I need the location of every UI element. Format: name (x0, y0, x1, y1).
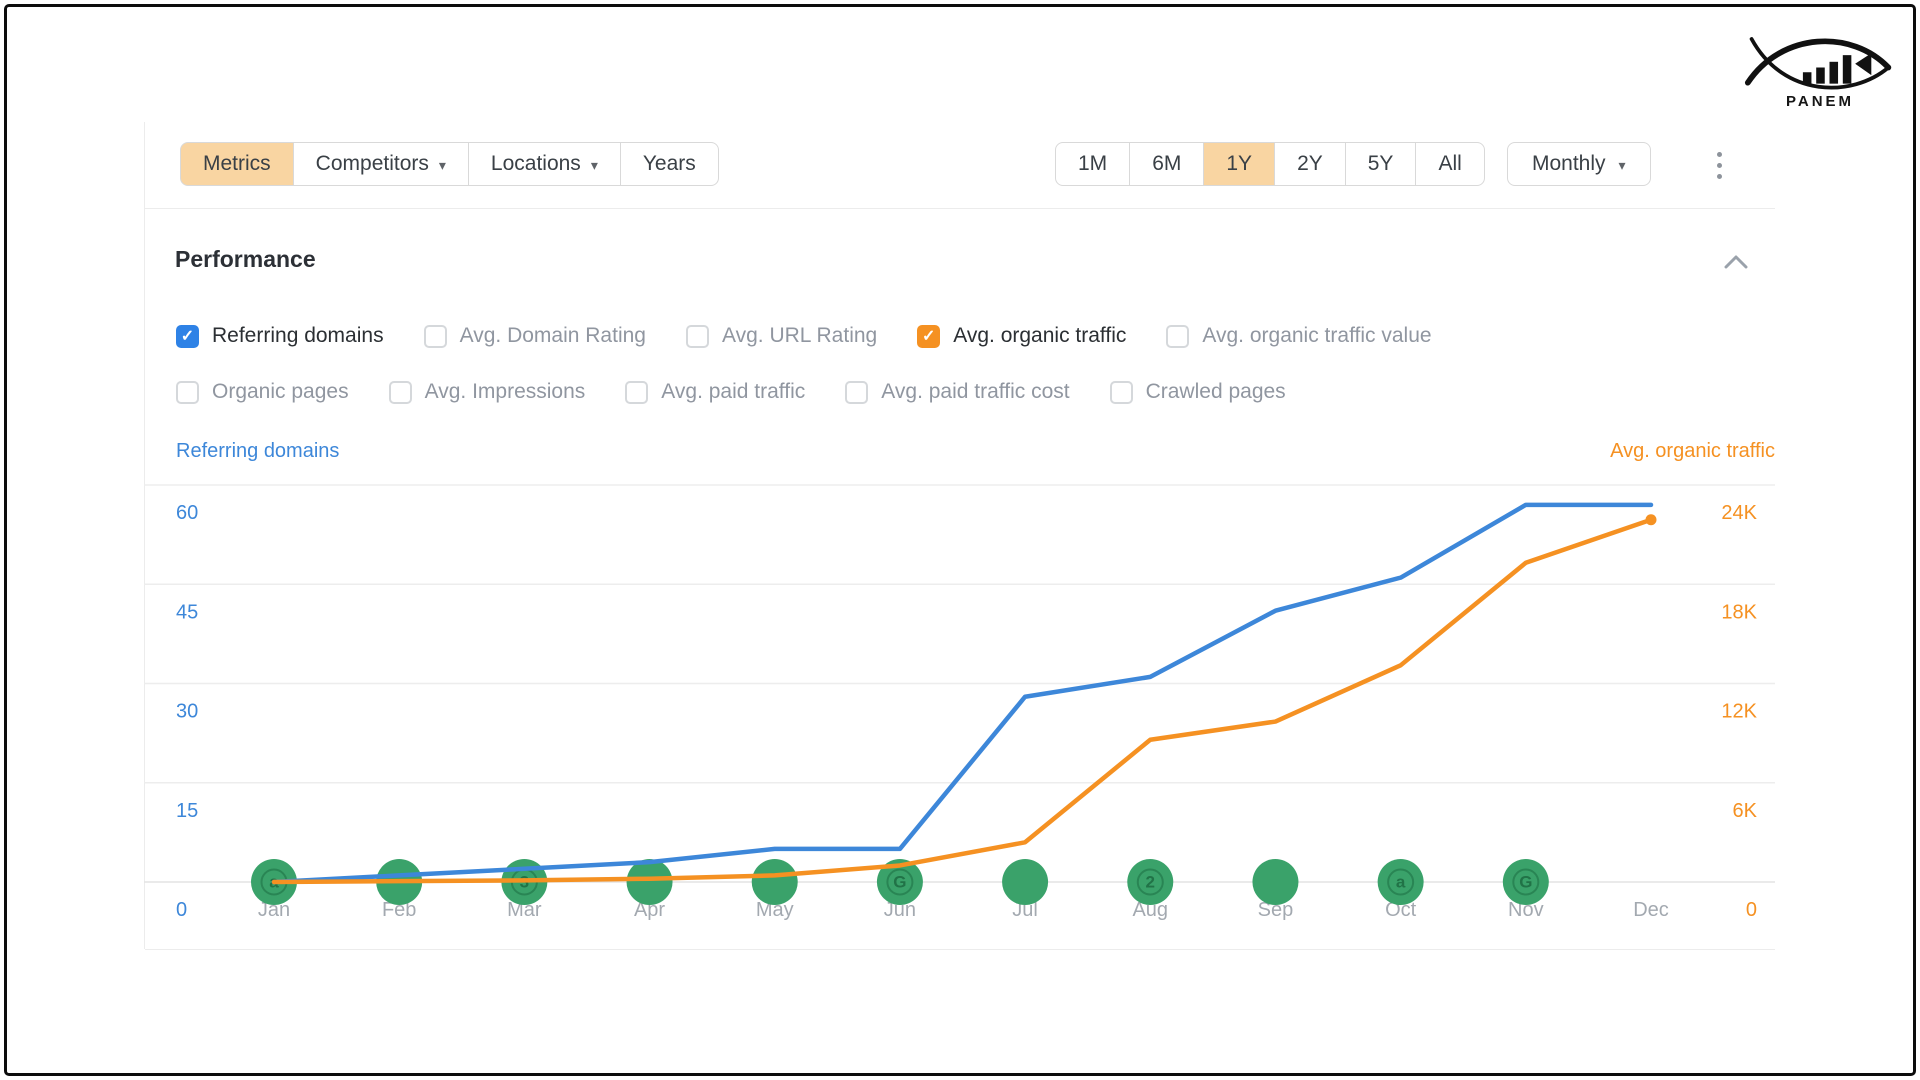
metric-label: Avg. organic traffic value (1202, 324, 1431, 348)
time-range-group: 1M 6M 1Y 2Y 5Y All (1055, 142, 1485, 186)
right-axis-tick: 0 (1746, 899, 1757, 921)
chevron-up-icon (1724, 255, 1748, 269)
right-axis-tick: 18K (1721, 601, 1757, 623)
left-axis-tick: 15 (176, 800, 198, 822)
checkbox[interactable] (389, 381, 412, 404)
series-end-dot (1646, 514, 1657, 525)
metric-toggle-avg-paid-traffic-cost[interactable]: Avg. paid traffic cost (845, 380, 1069, 404)
left-axis-tick: 45 (176, 601, 198, 623)
range-label: 5Y (1368, 152, 1394, 176)
tab-competitors[interactable]: Competitors ▾ (293, 142, 469, 186)
tab-label: Years (643, 152, 696, 176)
metric-label: Referring domains (212, 324, 384, 348)
checkbox[interactable] (424, 325, 447, 348)
metric-label: Avg. organic traffic (953, 324, 1126, 348)
tab-metrics[interactable]: Metrics (180, 142, 294, 186)
metric-label: Avg. paid traffic (661, 380, 805, 404)
section-title: Performance (175, 246, 316, 273)
metric-label: Avg. Domain Rating (460, 324, 646, 348)
checkbox[interactable] (845, 381, 868, 404)
marker-badge-glyph: G (1519, 873, 1532, 892)
metric-toggle-crawled-pages[interactable]: Crawled pages (1110, 380, 1286, 404)
range-label: 1M (1078, 152, 1107, 176)
range-6m[interactable]: 6M (1129, 142, 1204, 186)
metric-label: Organic pages (212, 380, 349, 404)
checkbox[interactable] (686, 325, 709, 348)
series-line-avg-organic-traffic (274, 520, 1651, 882)
metric-toggle-avg-organic-traffic-value[interactable]: Avg. organic traffic value (1166, 324, 1431, 348)
metric-toggle-avg-url-rating[interactable]: Avg. URL Rating (686, 324, 877, 348)
range-all[interactable]: All (1415, 142, 1484, 186)
view-tabs-group: Metrics Competitors ▾ Locations ▾ Years (180, 142, 719, 186)
collapse-section-button[interactable] (1720, 250, 1752, 274)
toolbar-divider (145, 208, 1775, 209)
metric-label: Avg. Impressions (425, 380, 586, 404)
panem-logo: PANEM (1738, 24, 1902, 110)
performance-chart: 00156K3012K4518K6024KJanFebMarAprMayJunJ… (144, 470, 1775, 960)
kebab-menu-icon (1717, 152, 1722, 157)
right-axis-title: Avg. organic traffic (1610, 440, 1775, 463)
range-1m[interactable]: 1M (1055, 142, 1130, 186)
checkbox[interactable] (625, 381, 648, 404)
left-axis-tick: 30 (176, 701, 198, 723)
range-1y[interactable]: 1Y (1203, 142, 1275, 186)
kebab-menu-icon (1717, 163, 1722, 168)
checkbox[interactable] (1110, 381, 1133, 404)
fish-logo-icon (1744, 24, 1896, 92)
metric-toggle-organic-pages[interactable]: Organic pages (176, 380, 349, 404)
tab-label: Metrics (203, 152, 271, 176)
metric-toggle-avg-organic-traffic[interactable]: ✓ Avg. organic traffic (917, 324, 1126, 348)
granularity-dropdown[interactable]: Monthly ▾ (1507, 142, 1651, 186)
range-label: 6M (1152, 152, 1181, 176)
right-axis-tick: 12K (1721, 701, 1757, 723)
checkbox[interactable]: ✓ (176, 325, 199, 348)
metric-label: Avg. paid traffic cost (881, 380, 1069, 404)
timeline-marker-jul (1002, 859, 1048, 905)
metric-toggle-avg-domain-rating[interactable]: Avg. Domain Rating (424, 324, 646, 348)
month-label: Dec (1633, 899, 1669, 921)
range-label: 1Y (1226, 152, 1252, 176)
marker-badge-glyph: a (1396, 873, 1406, 892)
granularity-label: Monthly (1532, 152, 1606, 176)
metric-toggle-referring-domains[interactable]: ✓ Referring domains (176, 324, 384, 348)
metric-toggle-avg-paid-traffic[interactable]: Avg. paid traffic (625, 380, 805, 404)
chevron-down-icon: ▾ (1619, 158, 1626, 172)
timeline-marker-apr (627, 859, 673, 905)
tab-label: Competitors (316, 152, 429, 176)
checkbox[interactable] (176, 381, 199, 404)
checkbox[interactable] (1166, 325, 1189, 348)
marker-badge-glyph: 2 (1146, 873, 1155, 892)
timeline-marker-may (752, 859, 798, 905)
left-axis-tick: 60 (176, 502, 198, 524)
chevron-down-icon: ▾ (439, 158, 446, 172)
right-axis-tick: 6K (1733, 800, 1758, 822)
checkbox[interactable]: ✓ (917, 325, 940, 348)
metric-label: Avg. URL Rating (722, 324, 877, 348)
metric-label: Crawled pages (1146, 380, 1286, 404)
more-options-button[interactable] (1700, 146, 1738, 184)
range-label: All (1438, 152, 1461, 176)
brand-name: PANEM (1738, 93, 1902, 110)
metric-toggle-avg-impressions[interactable]: Avg. Impressions (389, 380, 586, 404)
range-5y[interactable]: 5Y (1345, 142, 1417, 186)
left-axis-title: Referring domains (176, 440, 339, 463)
tab-years[interactable]: Years (620, 142, 719, 186)
range-2y[interactable]: 2Y (1274, 142, 1346, 186)
metric-toggles-row-1: ✓ Referring domains Avg. Domain Rating Avg.… (176, 322, 1432, 350)
tab-locations[interactable]: Locations ▾ (468, 142, 621, 186)
series-line-referring-domains (274, 505, 1651, 882)
tab-label: Locations (491, 152, 581, 176)
metric-toggles-row-2: Organic pages Avg. Impressions Avg. paid t… (176, 378, 1286, 406)
timeline-marker-sep (1252, 859, 1298, 905)
range-label: 2Y (1297, 152, 1323, 176)
chevron-down-icon: ▾ (591, 158, 598, 172)
marker-badge-glyph: G (893, 873, 906, 892)
left-axis-tick: 0 (176, 899, 187, 921)
kebab-menu-icon (1717, 174, 1722, 179)
right-axis-tick: 24K (1721, 502, 1757, 524)
